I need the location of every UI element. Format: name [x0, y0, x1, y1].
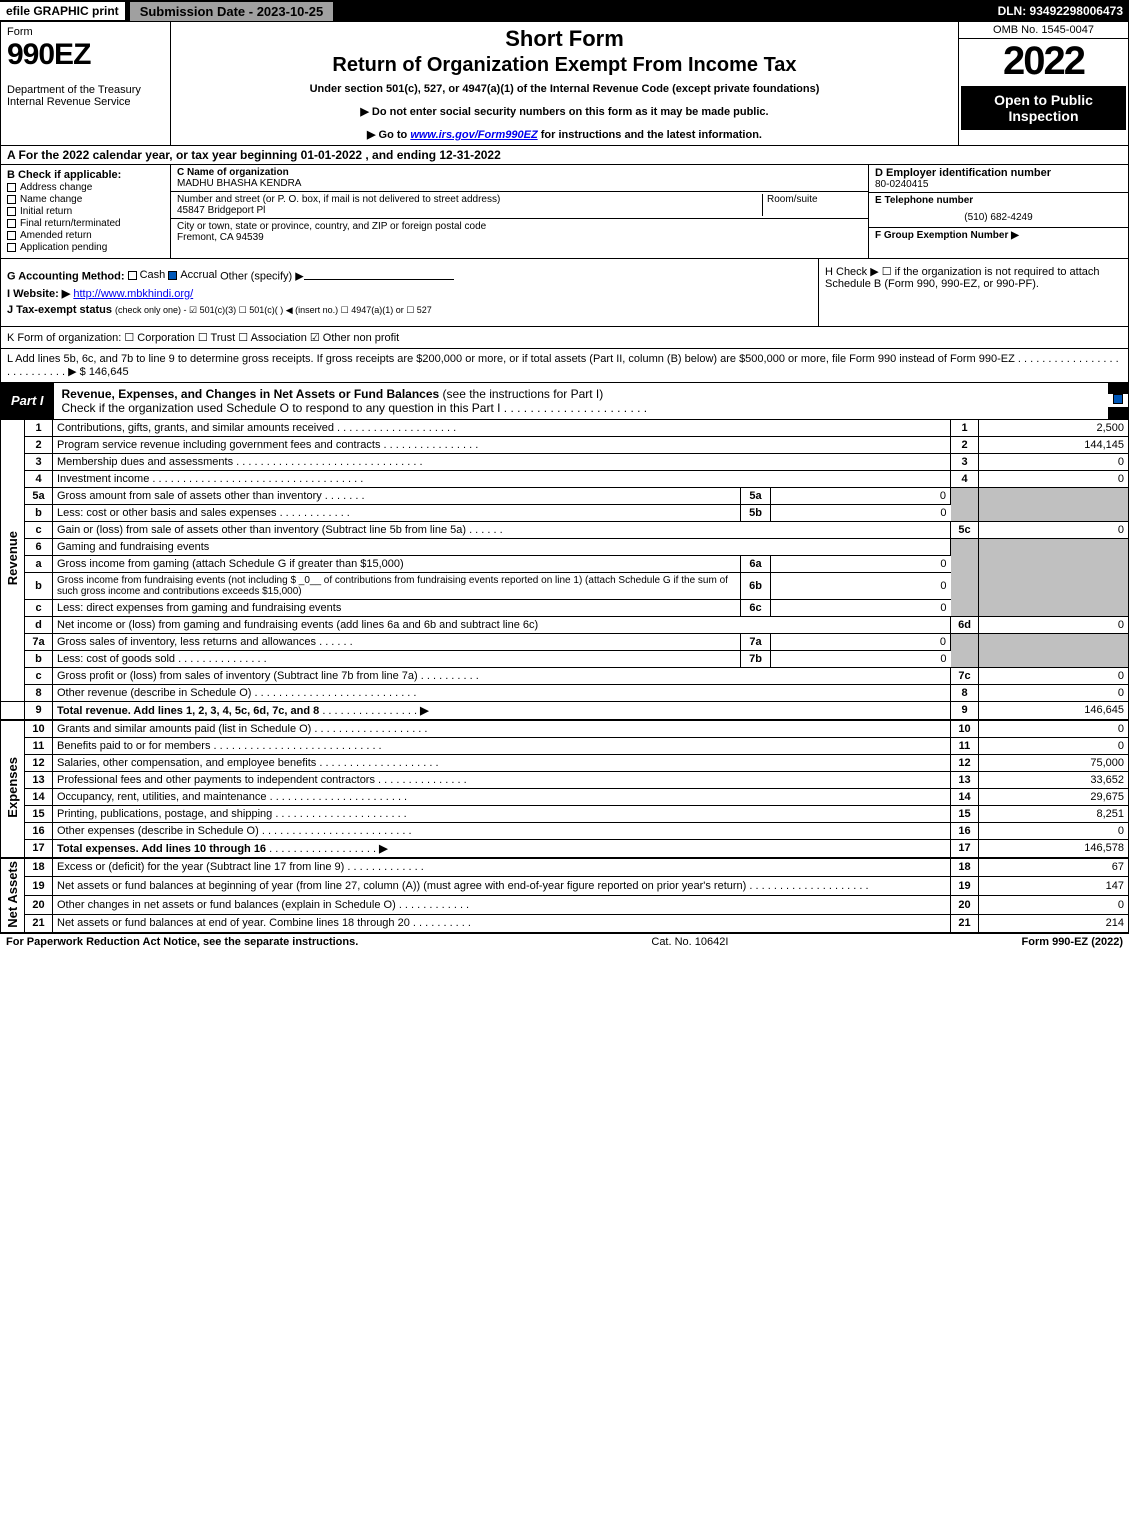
col-c: C Name of organization MADHU BHASHA KEND…: [171, 165, 868, 258]
form-label: Form: [7, 26, 164, 38]
header-right: OMB No. 1545-0047 2022 Open to Public In…: [958, 22, 1128, 145]
table-row: 20Other changes in net assets or fund ba…: [1, 895, 1129, 914]
bc-block: B Check if applicable: Address change Na…: [0, 165, 1129, 259]
short-form-title: Short Form: [175, 26, 954, 52]
net-assets-tab: Net Assets: [1, 858, 25, 933]
instruction-1: ▶ Do not enter social security numbers o…: [175, 105, 954, 118]
table-row: 15Printing, publications, postage, and s…: [1, 805, 1129, 822]
under-section: Under section 501(c), 527, or 4947(a)(1)…: [175, 83, 954, 95]
gh-block: G Accounting Method: Cash Accrual Other …: [0, 259, 1129, 327]
revenue-tab: Revenue: [1, 420, 25, 702]
table-row: 19Net assets or fund balances at beginni…: [1, 877, 1129, 896]
chk-name-change[interactable]: Name change: [7, 194, 164, 205]
part1-header: Part I Revenue, Expenses, and Changes in…: [0, 383, 1129, 420]
inspection-badge: Open to Public Inspection: [961, 86, 1126, 130]
street-address: 45847 Bridgeport Pl: [177, 205, 762, 216]
form-header: Form 990EZ Department of the Treasury In…: [0, 22, 1129, 146]
footer-left: For Paperwork Reduction Act Notice, see …: [6, 936, 358, 948]
d-ein-label: D Employer identification number: [875, 167, 1122, 179]
revenue-table: Revenue 1Contributions, gifts, grants, a…: [0, 420, 1129, 934]
chk-amended-return[interactable]: Amended return: [7, 230, 164, 241]
part1-label: Part I: [1, 389, 54, 412]
expenses-tab: Expenses: [1, 720, 25, 858]
table-row: cGross profit or (loss) from sales of in…: [1, 667, 1129, 684]
footer-catalog: Cat. No. 10642I: [651, 936, 728, 948]
instr2-post: for instructions and the latest informat…: [538, 129, 762, 141]
dln-number: DLN: 93492298006473: [998, 4, 1129, 18]
table-row: 5aGross amount from sale of assets other…: [1, 487, 1129, 504]
g-accounting: G Accounting Method: Cash Accrual Other …: [7, 269, 812, 283]
page-footer: For Paperwork Reduction Act Notice, see …: [0, 933, 1129, 950]
chk-initial-return[interactable]: Initial return: [7, 206, 164, 217]
row-a-calendar: A For the 2022 calendar year, or tax yea…: [0, 146, 1129, 165]
table-row: 17Total expenses. Add lines 10 through 1…: [1, 839, 1129, 858]
room-label: Room/suite: [762, 194, 862, 216]
b-title: B Check if applicable:: [7, 169, 164, 181]
table-row: 7aGross sales of inventory, less returns…: [1, 633, 1129, 650]
chk-final-return[interactable]: Final return/terminated: [7, 218, 164, 229]
header-center: Short Form Return of Organization Exempt…: [171, 22, 958, 145]
tax-year: 2022: [959, 39, 1128, 84]
return-title: Return of Organization Exempt From Incom…: [175, 54, 954, 77]
part1-schedule-o-check[interactable]: [1108, 394, 1128, 407]
instr2-pre: ▶ Go to: [367, 129, 410, 141]
chk-application-pending[interactable]: Application pending: [7, 242, 164, 253]
instruction-2: ▶ Go to www.irs.gov/Form990EZ for instru…: [175, 128, 954, 141]
table-row: cGain or (loss) from sale of assets othe…: [1, 521, 1129, 538]
header-left: Form 990EZ Department of the Treasury In…: [1, 22, 171, 145]
table-row: 2Program service revenue including gover…: [1, 436, 1129, 453]
efile-label[interactable]: efile GRAPHIC print: [0, 2, 125, 20]
chk-accrual[interactable]: Accrual: [168, 269, 217, 281]
submission-date: Submission Date - 2023-10-25: [129, 1, 335, 22]
table-row: 8Other revenue (describe in Schedule O) …: [1, 684, 1129, 701]
table-row: dNet income or (loss) from gaming and fu…: [1, 616, 1129, 633]
table-row: Expenses 10Grants and similar amounts pa…: [1, 720, 1129, 738]
top-bar: efile GRAPHIC print Submission Date - 20…: [0, 0, 1129, 22]
e-phone-value: (510) 682-4249: [869, 208, 1128, 227]
d-ein-value: 80-0240415: [875, 179, 1122, 190]
part1-title: Revenue, Expenses, and Changes in Net As…: [54, 383, 1108, 419]
i-website: I Website: ▶ http://www.mbkhindi.org/: [7, 287, 812, 300]
chk-address-change[interactable]: Address change: [7, 182, 164, 193]
table-row: 3Membership dues and assessments . . . .…: [1, 453, 1129, 470]
col-b: B Check if applicable: Address change Na…: [1, 165, 171, 258]
table-row: Revenue 1Contributions, gifts, grants, a…: [1, 420, 1129, 437]
street-label: Number and street (or P. O. box, if mail…: [177, 194, 762, 205]
table-row: 11Benefits paid to or for members . . . …: [1, 737, 1129, 754]
e-phone-label: E Telephone number: [875, 195, 1122, 206]
dept-label: Department of the Treasury Internal Reve…: [7, 84, 164, 108]
irs-link[interactable]: www.irs.gov/Form990EZ: [410, 129, 537, 141]
table-row: 9Total revenue. Add lines 1, 2, 3, 4, 5c…: [1, 701, 1129, 720]
omb-number: OMB No. 1545-0047: [959, 22, 1128, 39]
footer-form: Form 990-EZ (2022): [1022, 936, 1123, 948]
f-group-label: F Group Exemption Number ▶: [875, 230, 1019, 241]
j-tax-exempt: J Tax-exempt status (check only one) - ☑…: [7, 304, 812, 316]
table-row: 6Gaming and fundraising events: [1, 538, 1129, 555]
l-row: L Add lines 5b, 6c, and 7b to line 9 to …: [0, 349, 1129, 383]
org-name: MADHU BHASHA KENDRA: [177, 178, 862, 189]
col-def: D Employer identification number 80-0240…: [868, 165, 1128, 258]
gh-left: G Accounting Method: Cash Accrual Other …: [1, 259, 818, 326]
h-check: H Check ▶ ☐ if the organization is not r…: [818, 259, 1128, 326]
table-row: Net Assets 18Excess or (deficit) for the…: [1, 858, 1129, 877]
city-label: City or town, state or province, country…: [177, 221, 862, 232]
table-row: 21Net assets or fund balances at end of …: [1, 914, 1129, 933]
table-row: 4Investment income . . . . . . . . . . .…: [1, 470, 1129, 487]
table-row: 12Salaries, other compensation, and empl…: [1, 754, 1129, 771]
k-row: K Form of organization: ☐ Corporation ☐ …: [0, 327, 1129, 349]
c-name-label: C Name of organization: [177, 167, 862, 178]
form-number: 990EZ: [7, 38, 164, 72]
chk-cash[interactable]: Cash: [128, 269, 166, 281]
city-state-zip: Fremont, CA 94539: [177, 232, 862, 243]
website-link[interactable]: http://www.mbkhindi.org/: [73, 288, 193, 300]
table-row: 16Other expenses (describe in Schedule O…: [1, 822, 1129, 839]
table-row: 13Professional fees and other payments t…: [1, 771, 1129, 788]
table-row: 14Occupancy, rent, utilities, and mainte…: [1, 788, 1129, 805]
